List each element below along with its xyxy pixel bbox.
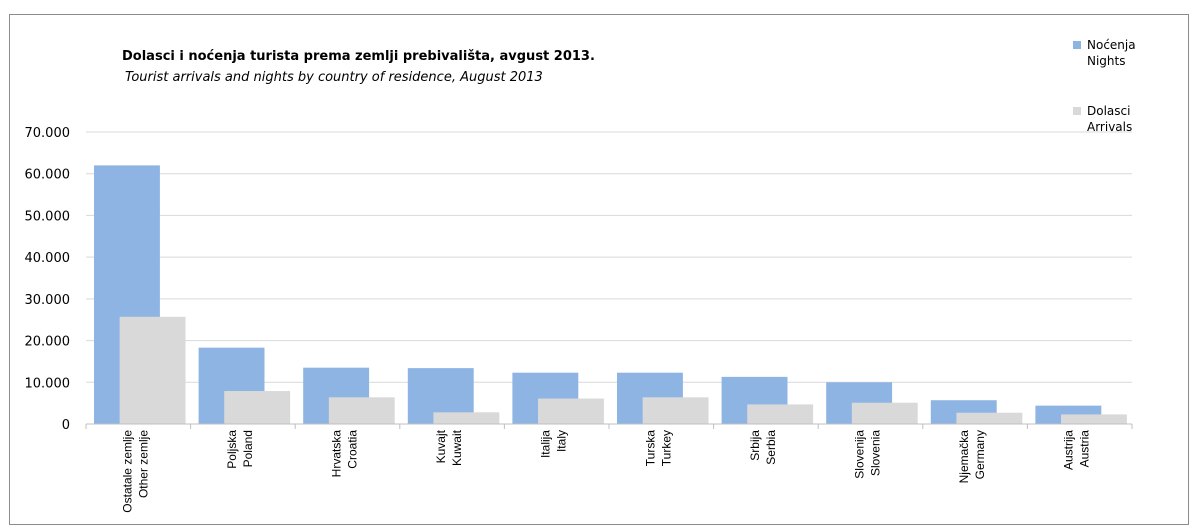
bar-arrivals-4 — [538, 398, 604, 424]
bar-arrivals-6 — [747, 404, 814, 424]
x-category-label: Austria — [1078, 430, 1092, 468]
x-category-label: Poljska — [225, 430, 239, 469]
chart-subtitle: Tourist arrivals and nights by country o… — [125, 70, 543, 85]
chart: Dolasci i noćenja turista prema zemlji p… — [25, 38, 1136, 513]
x-category-label: Turska — [643, 430, 657, 467]
y-tick-label: 30.000 — [25, 293, 71, 308]
y-tick-label: 60.000 — [25, 168, 71, 183]
legend-label: Dolasci — [1087, 104, 1130, 118]
y-axis-ticks: 0 10.000 20.000 30.000 40.000 50.000 60.000 70.… — [25, 126, 71, 433]
bar-arrivals-9 — [1061, 414, 1127, 424]
legend-swatch — [1073, 107, 1081, 115]
bar-arrivals-0 — [119, 316, 186, 424]
bar-arrivals-2 — [328, 397, 395, 424]
bar-arrivals-8 — [956, 412, 1023, 424]
y-tick-label: 20.000 — [25, 335, 71, 350]
x-axis-categories: Ostatale zemlje Other zemlje Poljska Poland… — [120, 429, 1091, 512]
y-tick-label: 0 — [62, 418, 70, 433]
y-tick-label: 10.000 — [25, 376, 71, 391]
x-category-label: Srbija — [748, 430, 762, 461]
chart-frame: Dolasci i noćenja turista prema zemlji p… — [9, 14, 1189, 525]
y-tick-label: 40.000 — [25, 251, 71, 266]
legend: Noćenja Nights Dolasci Arrivals — [1073, 38, 1136, 134]
x-category-label: Hrvatska — [330, 430, 344, 478]
legend-label: Arrivals — [1087, 120, 1132, 134]
bar-arrivals-1 — [224, 391, 291, 424]
x-axis — [85, 423, 1133, 429]
x-category-label: Kuwait — [450, 429, 464, 466]
bar-arrivals-7 — [851, 402, 918, 424]
legend-label: Noćenja — [1087, 38, 1136, 52]
x-category-label: Italy — [555, 430, 569, 452]
bar-arrivals-5 — [642, 397, 709, 424]
x-category-label: Njemačka — [957, 430, 971, 484]
x-category-label: Poland — [241, 430, 255, 467]
x-category-label: Turkey — [659, 430, 673, 466]
x-category-label: Slovenija — [853, 430, 867, 479]
legend-label: Nights — [1087, 54, 1126, 68]
bars — [94, 165, 1127, 424]
legend-swatch — [1073, 41, 1081, 49]
y-tick-label: 50.000 — [25, 209, 71, 224]
x-category-label: Austrija — [1062, 430, 1076, 470]
x-category-label: Slovenia — [869, 430, 883, 476]
x-category-label: Other zemlje — [136, 430, 150, 498]
gridlines — [86, 131, 1132, 383]
y-tick-label: 70.000 — [25, 126, 71, 141]
x-category-label: Germany — [973, 430, 987, 479]
x-category-label: Ostatale zemlje — [120, 430, 134, 513]
x-category-label: Kuvajt — [434, 429, 448, 463]
bar-arrivals-3 — [433, 412, 500, 424]
x-category-label: Serbia — [764, 430, 778, 465]
x-category-label: Croatia — [346, 430, 360, 469]
x-category-label: Italija — [539, 430, 553, 458]
chart-title: Dolasci i noćenja turista prema zemlji p… — [122, 49, 595, 64]
